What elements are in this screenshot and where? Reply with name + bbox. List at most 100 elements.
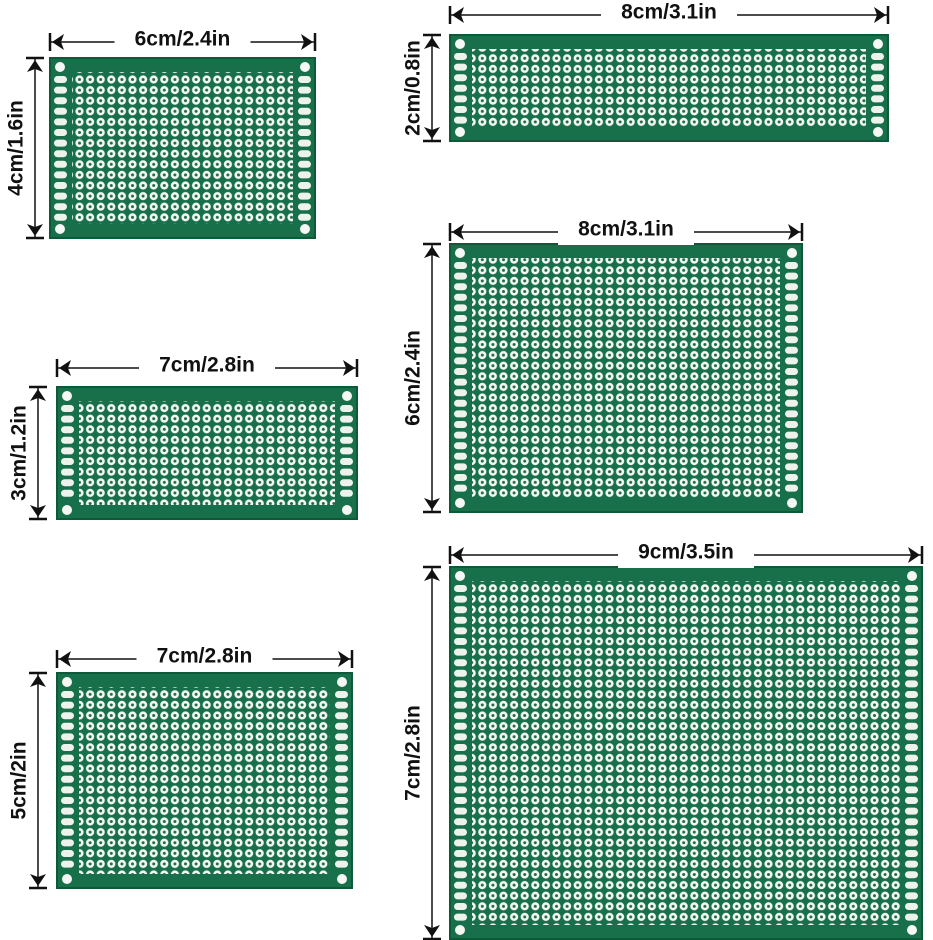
label-bg — [136, 646, 273, 672]
pcb-board: 9cm/3.5in 7cm/2.8in — [402, 541, 924, 940]
edge-pad — [454, 452, 467, 460]
edge-pad — [335, 722, 348, 730]
edge-pad — [340, 415, 353, 423]
edge-pad — [905, 616, 918, 624]
edge-pad — [61, 860, 74, 868]
edge-pad — [905, 712, 918, 720]
edge-pad — [454, 106, 467, 113]
edge-pad — [454, 871, 467, 879]
edge-pad — [298, 213, 311, 221]
mounting-hole — [455, 571, 465, 581]
edge-pad — [785, 410, 798, 418]
edge-pad — [61, 765, 74, 773]
edge-pad — [454, 325, 467, 333]
edge-pad — [454, 357, 467, 365]
edge-pad — [785, 421, 798, 428]
edge-pad — [785, 262, 798, 269]
edge-pad — [335, 701, 348, 709]
edge-pad — [61, 818, 74, 826]
edge-pad — [54, 213, 67, 221]
edge-pad — [454, 116, 467, 124]
edge-pad — [61, 447, 74, 455]
edge-pad — [298, 86, 311, 94]
arrow-head — [30, 505, 46, 517]
edge-pad — [905, 765, 918, 773]
edge-pad — [54, 182, 67, 189]
edge-pad — [905, 595, 918, 603]
mounting-hole — [62, 505, 72, 515]
edge-pad — [871, 74, 884, 82]
edge-pad — [298, 107, 311, 115]
edge-pad — [454, 474, 467, 481]
edge-pad — [785, 368, 798, 375]
edge-pad — [335, 818, 348, 826]
edge-pad — [871, 95, 884, 103]
height-label: 4cm/1.6in — [5, 100, 28, 196]
width-label: 8cm/3.1in — [621, 1, 717, 24]
pcb-board: 6cm/2.4in 4cm/1.6in — [5, 28, 317, 240]
label-bg — [601, 2, 737, 28]
mounting-hole — [342, 505, 352, 515]
arrow-head — [301, 34, 313, 50]
edge-pad — [61, 405, 74, 412]
edge-pad — [61, 775, 74, 783]
edge-pad — [785, 452, 798, 460]
hole-grid — [79, 401, 335, 505]
edge-pad — [340, 426, 353, 434]
edge-pad — [61, 797, 74, 804]
edge-pad — [871, 106, 884, 113]
edge-pad — [785, 336, 798, 344]
edge-pad — [454, 701, 467, 709]
edge-pad — [454, 431, 467, 439]
edge-pad — [905, 627, 918, 635]
arrow-head — [424, 246, 440, 258]
pcb-board: 7cm/2.8in 3cm/1.2in — [8, 354, 359, 521]
edge-pad — [61, 436, 74, 444]
edge-pad — [905, 828, 918, 836]
edge-pad — [54, 129, 67, 136]
edge-pad — [905, 648, 918, 656]
edge-pad — [54, 203, 67, 211]
edge-pad — [335, 712, 348, 720]
edge-pad — [298, 160, 311, 168]
edge-pad — [335, 744, 348, 751]
edge-pad — [335, 828, 348, 836]
edge-pad — [785, 431, 798, 439]
edge-pad — [335, 850, 348, 857]
arrow-head — [59, 651, 71, 667]
edge-pad — [454, 722, 467, 730]
edge-pad — [61, 468, 74, 476]
edge-pad — [785, 463, 798, 471]
edge-pad — [298, 203, 311, 211]
edge-pad — [785, 442, 798, 450]
edge-pad — [335, 775, 348, 783]
edge-pad — [454, 315, 467, 322]
edge-pad — [454, 744, 467, 751]
edge-pad — [905, 659, 918, 667]
mounting-hole — [342, 391, 352, 401]
hole-grid — [472, 258, 780, 498]
edge-pad — [340, 458, 353, 465]
edge-pad — [54, 97, 67, 105]
edge-pad — [54, 118, 67, 126]
mounting-hole — [907, 571, 917, 581]
edge-pad — [340, 436, 353, 444]
edge-pad — [905, 722, 918, 730]
edge-pad — [454, 712, 467, 720]
edge-pad — [61, 807, 74, 815]
edge-pad — [905, 638, 918, 645]
edge-pad — [905, 807, 918, 815]
edge-pad — [454, 283, 467, 291]
edge-pad — [785, 283, 798, 291]
edge-pad — [905, 669, 918, 677]
mounting-hole — [337, 874, 347, 884]
mounting-hole — [55, 224, 65, 234]
edge-pad — [454, 638, 467, 645]
edge-pad — [454, 378, 467, 386]
edge-pad — [905, 797, 918, 804]
mounting-hole — [907, 925, 917, 935]
arrow-head — [30, 675, 46, 687]
arrow-head — [874, 7, 886, 23]
edge-pad — [454, 606, 467, 614]
edge-pad — [454, 828, 467, 836]
